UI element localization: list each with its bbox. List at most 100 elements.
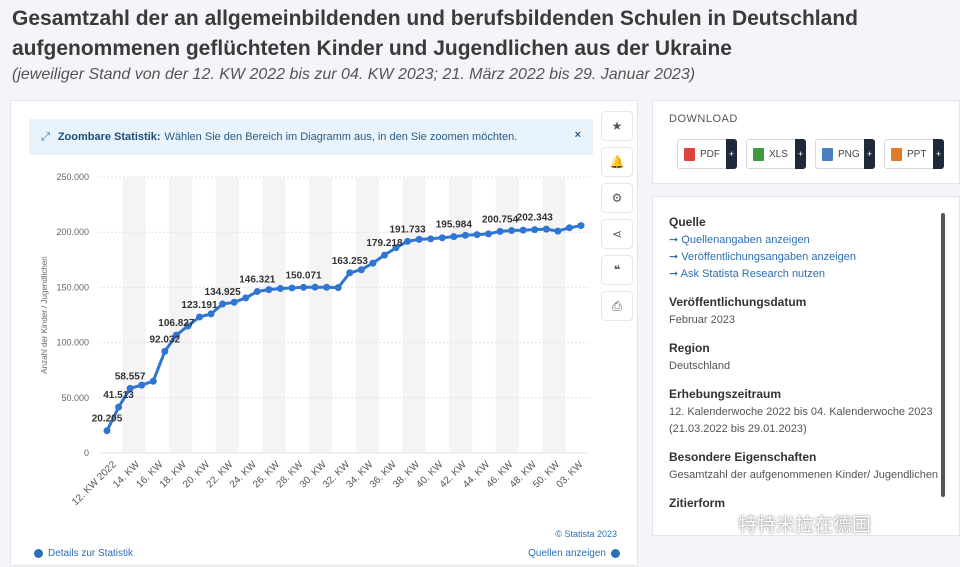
column-band — [215, 177, 239, 453]
data-label: 92.032 — [150, 334, 181, 345]
page-title: Gesamtzahl der an allgemeinbildenden und… — [12, 7, 858, 60]
download-png-button[interactable]: PNG + — [815, 139, 875, 169]
pdf-file-icon — [684, 147, 695, 161]
zoom-banner: ⤢ Zoombare Statistik: Wählen Sie den Ber… — [29, 119, 593, 155]
source-link[interactable]: ➞ Quellenangaben anzeigen — [669, 234, 810, 246]
data-label: 200.754 — [482, 214, 519, 225]
survey-period-value: 12. Kalenderwoche 2022 bis 04. Kalenderw… — [669, 406, 933, 435]
data-point — [519, 226, 527, 234]
publication-date-heading: Veröffentlichungsdatum — [669, 295, 807, 309]
data-point — [554, 227, 562, 235]
download-label: PNG — [838, 148, 860, 160]
column-band — [169, 177, 193, 453]
data-point — [473, 231, 481, 239]
data-point — [334, 284, 342, 292]
data-point — [149, 377, 157, 385]
data-point — [138, 381, 146, 389]
data-point — [115, 403, 123, 411]
column-band — [355, 177, 379, 453]
data-point — [242, 294, 250, 302]
info-icon — [34, 549, 43, 558]
column-band — [309, 177, 333, 453]
notification-button[interactable]: 🔔 — [601, 147, 633, 177]
data-point — [461, 231, 469, 239]
data-point — [508, 227, 516, 235]
download-ppt-button[interactable]: PPT + — [884, 139, 944, 169]
info-panel: Quelle ➞ Quellenangaben anzeigen ➞ Veröf… — [652, 196, 960, 536]
xls-file-icon — [753, 147, 764, 161]
y-tick-label: 200.000 — [56, 227, 89, 237]
data-point — [577, 222, 585, 230]
data-point — [357, 266, 365, 274]
y-tick-label: 150.000 — [56, 282, 89, 292]
column-band — [542, 177, 566, 453]
y-tick-label: 50.000 — [61, 393, 89, 403]
favorite-button[interactable]: ★ — [601, 111, 633, 141]
data-point — [207, 310, 215, 318]
zoom-banner-text: Wählen Sie den Bereich im Diagramm aus, … — [164, 131, 518, 143]
download-pdf-button[interactable]: PDF + — [677, 139, 737, 169]
data-label: 20.205 — [92, 414, 123, 425]
data-label: 202.343 — [517, 213, 554, 224]
download-xls-button[interactable]: XLS + — [746, 139, 806, 169]
chart-toolbar: ★ 🔔 ⚙ ⋖ ❝ ⎙ — [601, 111, 633, 327]
y-tick-label: 250.000 — [56, 172, 89, 182]
watermark: 特特米拉在德国 — [738, 514, 872, 536]
research-link[interactable]: ➞ Ask Statista Research nutzen — [669, 268, 825, 280]
png-file-icon — [822, 147, 833, 161]
download-label: PDF — [700, 148, 720, 160]
data-label: 191.733 — [390, 224, 427, 235]
data-point — [542, 225, 550, 233]
data-point — [565, 224, 573, 232]
data-point — [230, 298, 238, 306]
region-heading: Region — [669, 341, 710, 355]
y-tick-label: 100.000 — [56, 338, 89, 348]
data-point — [415, 235, 423, 243]
quote-icon: ❝ — [613, 263, 621, 277]
download-card: DOWNLOAD PDF + XLS + PNG + PPT + — [652, 100, 960, 184]
data-point — [253, 287, 261, 295]
citation-heading: Zitierform — [669, 496, 726, 510]
page-subtitle: (jeweiliger Stand von der 12. KW 2022 bi… — [12, 66, 696, 83]
print-button[interactable]: ⎙ — [601, 291, 633, 321]
print-icon: ⎙ — [612, 298, 622, 313]
special-properties-value: Gesamtzahl der aufgenommenen Kinder/ Jug… — [669, 469, 939, 481]
bell-icon: 🔔 — [609, 155, 625, 169]
plus-icon[interactable]: + — [864, 139, 875, 169]
data-point — [380, 251, 388, 259]
data-point — [300, 283, 308, 291]
data-point — [369, 259, 377, 267]
chart-card: ⤢ Zoombare Statistik: Wählen Sie den Ber… — [10, 100, 638, 566]
data-point — [126, 384, 134, 392]
sources-link[interactable]: Quellen anzeigen — [528, 548, 625, 559]
settings-button[interactable]: ⚙ — [601, 183, 633, 213]
publication-date-value: Februar 2023 — [669, 314, 736, 326]
data-label: 41.513 — [103, 390, 134, 401]
ppt-file-icon — [891, 147, 902, 161]
cite-button[interactable]: ❝ — [601, 255, 633, 285]
source-heading: Quelle — [669, 215, 706, 229]
data-point — [103, 427, 111, 435]
scrollbar[interactable] — [941, 213, 945, 497]
data-point — [311, 283, 319, 291]
data-point — [323, 283, 331, 291]
data-point — [450, 233, 458, 241]
details-link[interactable]: Details zur Statistik — [29, 548, 133, 559]
arrow-right-icon: ➞ — [669, 268, 681, 280]
copyright[interactable]: © Statista 2023 — [555, 529, 617, 539]
publication-link[interactable]: ➞ Veröffentlichungsangaben anzeigen — [669, 251, 857, 263]
plus-icon[interactable]: + — [795, 139, 806, 169]
data-point — [265, 286, 273, 294]
special-properties-heading: Besondere Eigenschaften — [669, 450, 817, 464]
data-label: 150.071 — [285, 270, 322, 281]
download-label: PPT — [907, 148, 927, 160]
line-chart[interactable]: 0 50.000 100.000 150.000 200.000 250.000 Anzah… — [11, 101, 601, 567]
plus-icon[interactable]: + — [933, 139, 944, 169]
data-label: 179.218 — [366, 238, 403, 249]
data-point — [496, 227, 504, 235]
plus-icon[interactable]: + — [726, 139, 737, 169]
share-button[interactable]: ⋖ — [601, 219, 633, 249]
column-band — [495, 177, 519, 453]
column-band — [449, 177, 473, 453]
close-icon[interactable]: × — [574, 129, 581, 141]
